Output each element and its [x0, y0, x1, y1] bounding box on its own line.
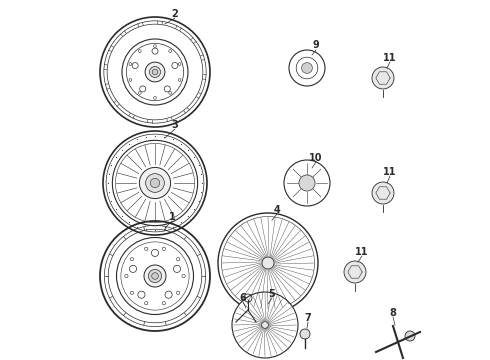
Circle shape [165, 291, 172, 298]
Text: 8: 8 [390, 308, 396, 318]
Circle shape [145, 62, 165, 82]
Text: 9: 9 [313, 40, 319, 50]
Text: 11: 11 [383, 167, 397, 177]
Text: 5: 5 [269, 289, 275, 299]
Circle shape [129, 265, 137, 273]
Text: 4: 4 [273, 205, 280, 215]
Text: 1: 1 [169, 212, 175, 222]
Circle shape [130, 291, 133, 294]
Circle shape [176, 257, 180, 261]
Circle shape [154, 96, 156, 99]
Circle shape [299, 175, 315, 191]
Circle shape [262, 257, 274, 269]
Circle shape [176, 291, 180, 294]
Circle shape [178, 63, 181, 66]
Circle shape [172, 63, 178, 68]
Circle shape [125, 274, 128, 278]
Text: 11: 11 [383, 53, 397, 63]
Circle shape [148, 269, 162, 283]
Circle shape [138, 291, 145, 298]
Circle shape [130, 257, 133, 261]
Circle shape [284, 160, 330, 206]
Circle shape [149, 67, 161, 77]
Circle shape [262, 322, 269, 328]
Circle shape [182, 274, 185, 278]
Circle shape [152, 273, 158, 279]
Text: 7: 7 [305, 313, 311, 323]
Circle shape [154, 45, 156, 48]
Circle shape [151, 249, 159, 256]
Circle shape [302, 63, 313, 73]
Circle shape [145, 302, 148, 305]
Circle shape [144, 265, 166, 287]
Circle shape [372, 67, 394, 89]
Circle shape [129, 78, 132, 81]
Circle shape [139, 167, 171, 199]
Circle shape [162, 247, 166, 251]
Circle shape [289, 50, 325, 86]
Circle shape [145, 247, 148, 251]
Text: 3: 3 [172, 120, 178, 130]
Circle shape [162, 302, 166, 305]
Circle shape [344, 261, 366, 283]
Circle shape [139, 91, 141, 94]
Text: 2: 2 [172, 9, 178, 19]
Circle shape [129, 63, 132, 66]
Text: 11: 11 [355, 247, 369, 257]
Circle shape [139, 50, 141, 53]
Circle shape [218, 213, 318, 313]
Circle shape [150, 178, 160, 188]
Circle shape [372, 182, 394, 204]
Circle shape [152, 48, 158, 54]
Circle shape [146, 174, 164, 192]
Circle shape [178, 78, 181, 81]
Circle shape [300, 329, 310, 339]
Circle shape [173, 265, 180, 273]
Circle shape [164, 86, 171, 92]
Circle shape [169, 91, 171, 94]
Circle shape [152, 69, 158, 75]
Circle shape [405, 331, 415, 341]
Circle shape [132, 63, 138, 68]
Text: 6: 6 [240, 293, 246, 303]
Circle shape [232, 292, 298, 358]
Circle shape [140, 86, 146, 92]
Circle shape [169, 50, 171, 53]
Text: 10: 10 [309, 153, 323, 163]
